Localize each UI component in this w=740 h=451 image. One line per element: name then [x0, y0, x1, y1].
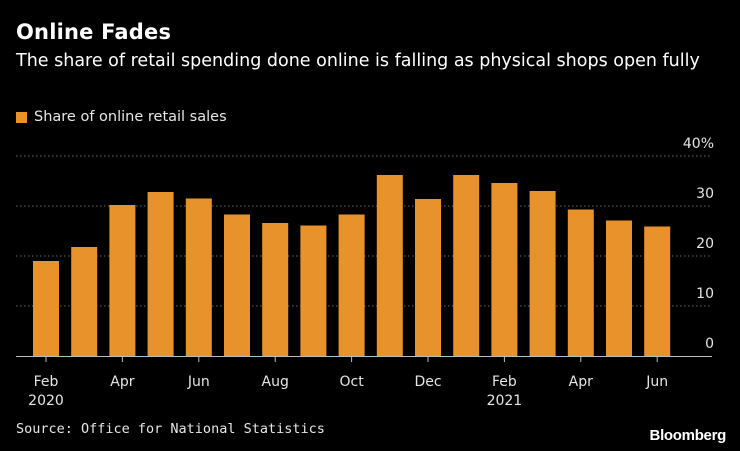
x-tick-label: Oct — [339, 374, 364, 390]
bar — [300, 225, 327, 356]
y-tick-label: 10 — [696, 286, 714, 302]
x-tick-year-label: 2020 — [28, 393, 64, 409]
y-tick-label: 0 — [705, 336, 714, 352]
bar — [109, 205, 136, 356]
bar — [33, 261, 59, 356]
x-tick-label: Dec — [414, 374, 441, 390]
bar — [606, 220, 632, 356]
bar — [338, 214, 365, 356]
legend-label: Share of online retail sales — [34, 109, 227, 125]
legend: Share of online retail sales — [16, 109, 227, 125]
x-tick-year-label: 2021 — [487, 393, 523, 409]
bar — [567, 209, 594, 356]
y-tick-label: 40% — [683, 136, 714, 152]
x-tick-label: Apr — [110, 374, 134, 390]
source-note: Source: Office for National Statistics — [16, 421, 325, 437]
bar — [147, 192, 174, 356]
bar — [224, 214, 250, 356]
bar — [491, 183, 518, 356]
bar — [415, 199, 441, 356]
bar — [644, 226, 671, 356]
bar — [71, 247, 98, 356]
y-tick-label: 30 — [696, 186, 714, 202]
chart-title: Online Fades — [16, 20, 172, 44]
legend-swatch — [16, 111, 27, 123]
x-tick-label: Jun — [645, 374, 668, 390]
bar — [376, 175, 403, 356]
bar — [185, 198, 212, 356]
bar — [262, 223, 289, 356]
bar — [529, 191, 556, 356]
bar — [453, 175, 480, 356]
y-tick-label: 20 — [696, 236, 714, 252]
chart-subtitle: The share of retail spending done online… — [16, 51, 700, 71]
x-tick-label: Feb — [492, 374, 517, 390]
bloomberg-logo: Bloomberg — [649, 427, 727, 444]
x-tick-label: Jun — [187, 374, 210, 390]
x-tick-label: Aug — [262, 374, 289, 390]
x-tick-label: Apr — [569, 374, 593, 390]
x-tick-label: Feb — [34, 374, 59, 390]
